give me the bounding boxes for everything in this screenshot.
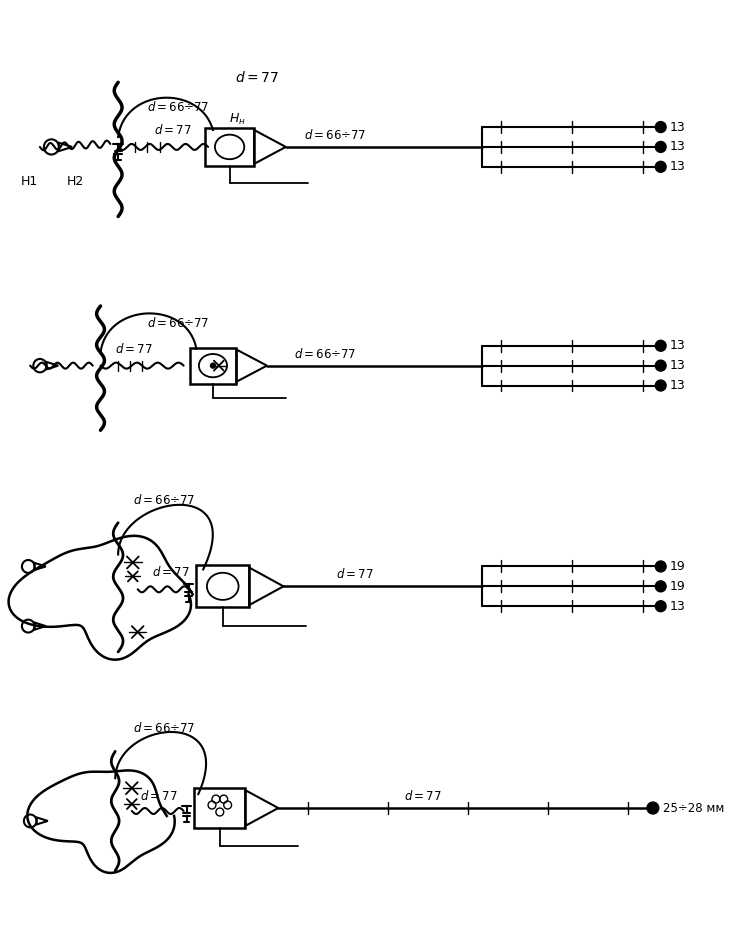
Circle shape bbox=[656, 601, 666, 612]
Text: $d = 77$: $d = 77$ bbox=[140, 789, 178, 803]
Circle shape bbox=[656, 360, 666, 371]
Circle shape bbox=[656, 581, 666, 592]
Text: $d = 66÷77$: $d = 66÷77$ bbox=[295, 346, 357, 360]
Text: $d = 77$: $d = 77$ bbox=[235, 70, 279, 85]
Text: H2: H2 bbox=[67, 175, 84, 188]
Text: 13: 13 bbox=[670, 160, 685, 173]
Text: 13: 13 bbox=[670, 120, 685, 133]
Text: 13: 13 bbox=[670, 359, 685, 372]
Text: $d = 66÷77$: $d = 66÷77$ bbox=[133, 493, 195, 507]
Bar bbox=[205, 128, 254, 166]
Text: 13: 13 bbox=[670, 140, 685, 153]
Text: $d = 77$: $d = 77$ bbox=[155, 123, 192, 137]
Bar bbox=[189, 348, 237, 383]
Text: $d = 66÷77$: $d = 66÷77$ bbox=[133, 722, 195, 735]
Text: $d = 77$: $d = 77$ bbox=[115, 342, 153, 356]
Text: $d = 66÷77$: $d = 66÷77$ bbox=[147, 316, 210, 330]
Text: 25÷28 мм: 25÷28 мм bbox=[663, 801, 724, 815]
Bar bbox=[196, 566, 249, 607]
Bar bbox=[195, 788, 245, 828]
Text: $d = 77$: $d = 77$ bbox=[404, 789, 442, 803]
Circle shape bbox=[656, 122, 666, 132]
Text: 19: 19 bbox=[670, 580, 685, 593]
Circle shape bbox=[656, 162, 666, 172]
Text: 13: 13 bbox=[670, 340, 685, 352]
Circle shape bbox=[656, 341, 666, 351]
Text: H1: H1 bbox=[21, 175, 38, 188]
Text: $H_{н}$: $H_{н}$ bbox=[229, 112, 246, 127]
Circle shape bbox=[656, 561, 666, 572]
Circle shape bbox=[656, 380, 666, 391]
Text: 13: 13 bbox=[670, 379, 685, 392]
Circle shape bbox=[210, 363, 215, 368]
Text: 19: 19 bbox=[670, 560, 685, 573]
Text: $d = 77$: $d = 77$ bbox=[336, 568, 374, 582]
Text: 13: 13 bbox=[670, 600, 685, 613]
Text: $d=77$: $d=77$ bbox=[152, 566, 190, 579]
Circle shape bbox=[647, 802, 659, 814]
Text: $d = 66÷77$: $d = 66÷77$ bbox=[304, 128, 366, 142]
Circle shape bbox=[656, 142, 666, 152]
Text: $d = 66÷77$: $d = 66÷77$ bbox=[147, 100, 210, 114]
